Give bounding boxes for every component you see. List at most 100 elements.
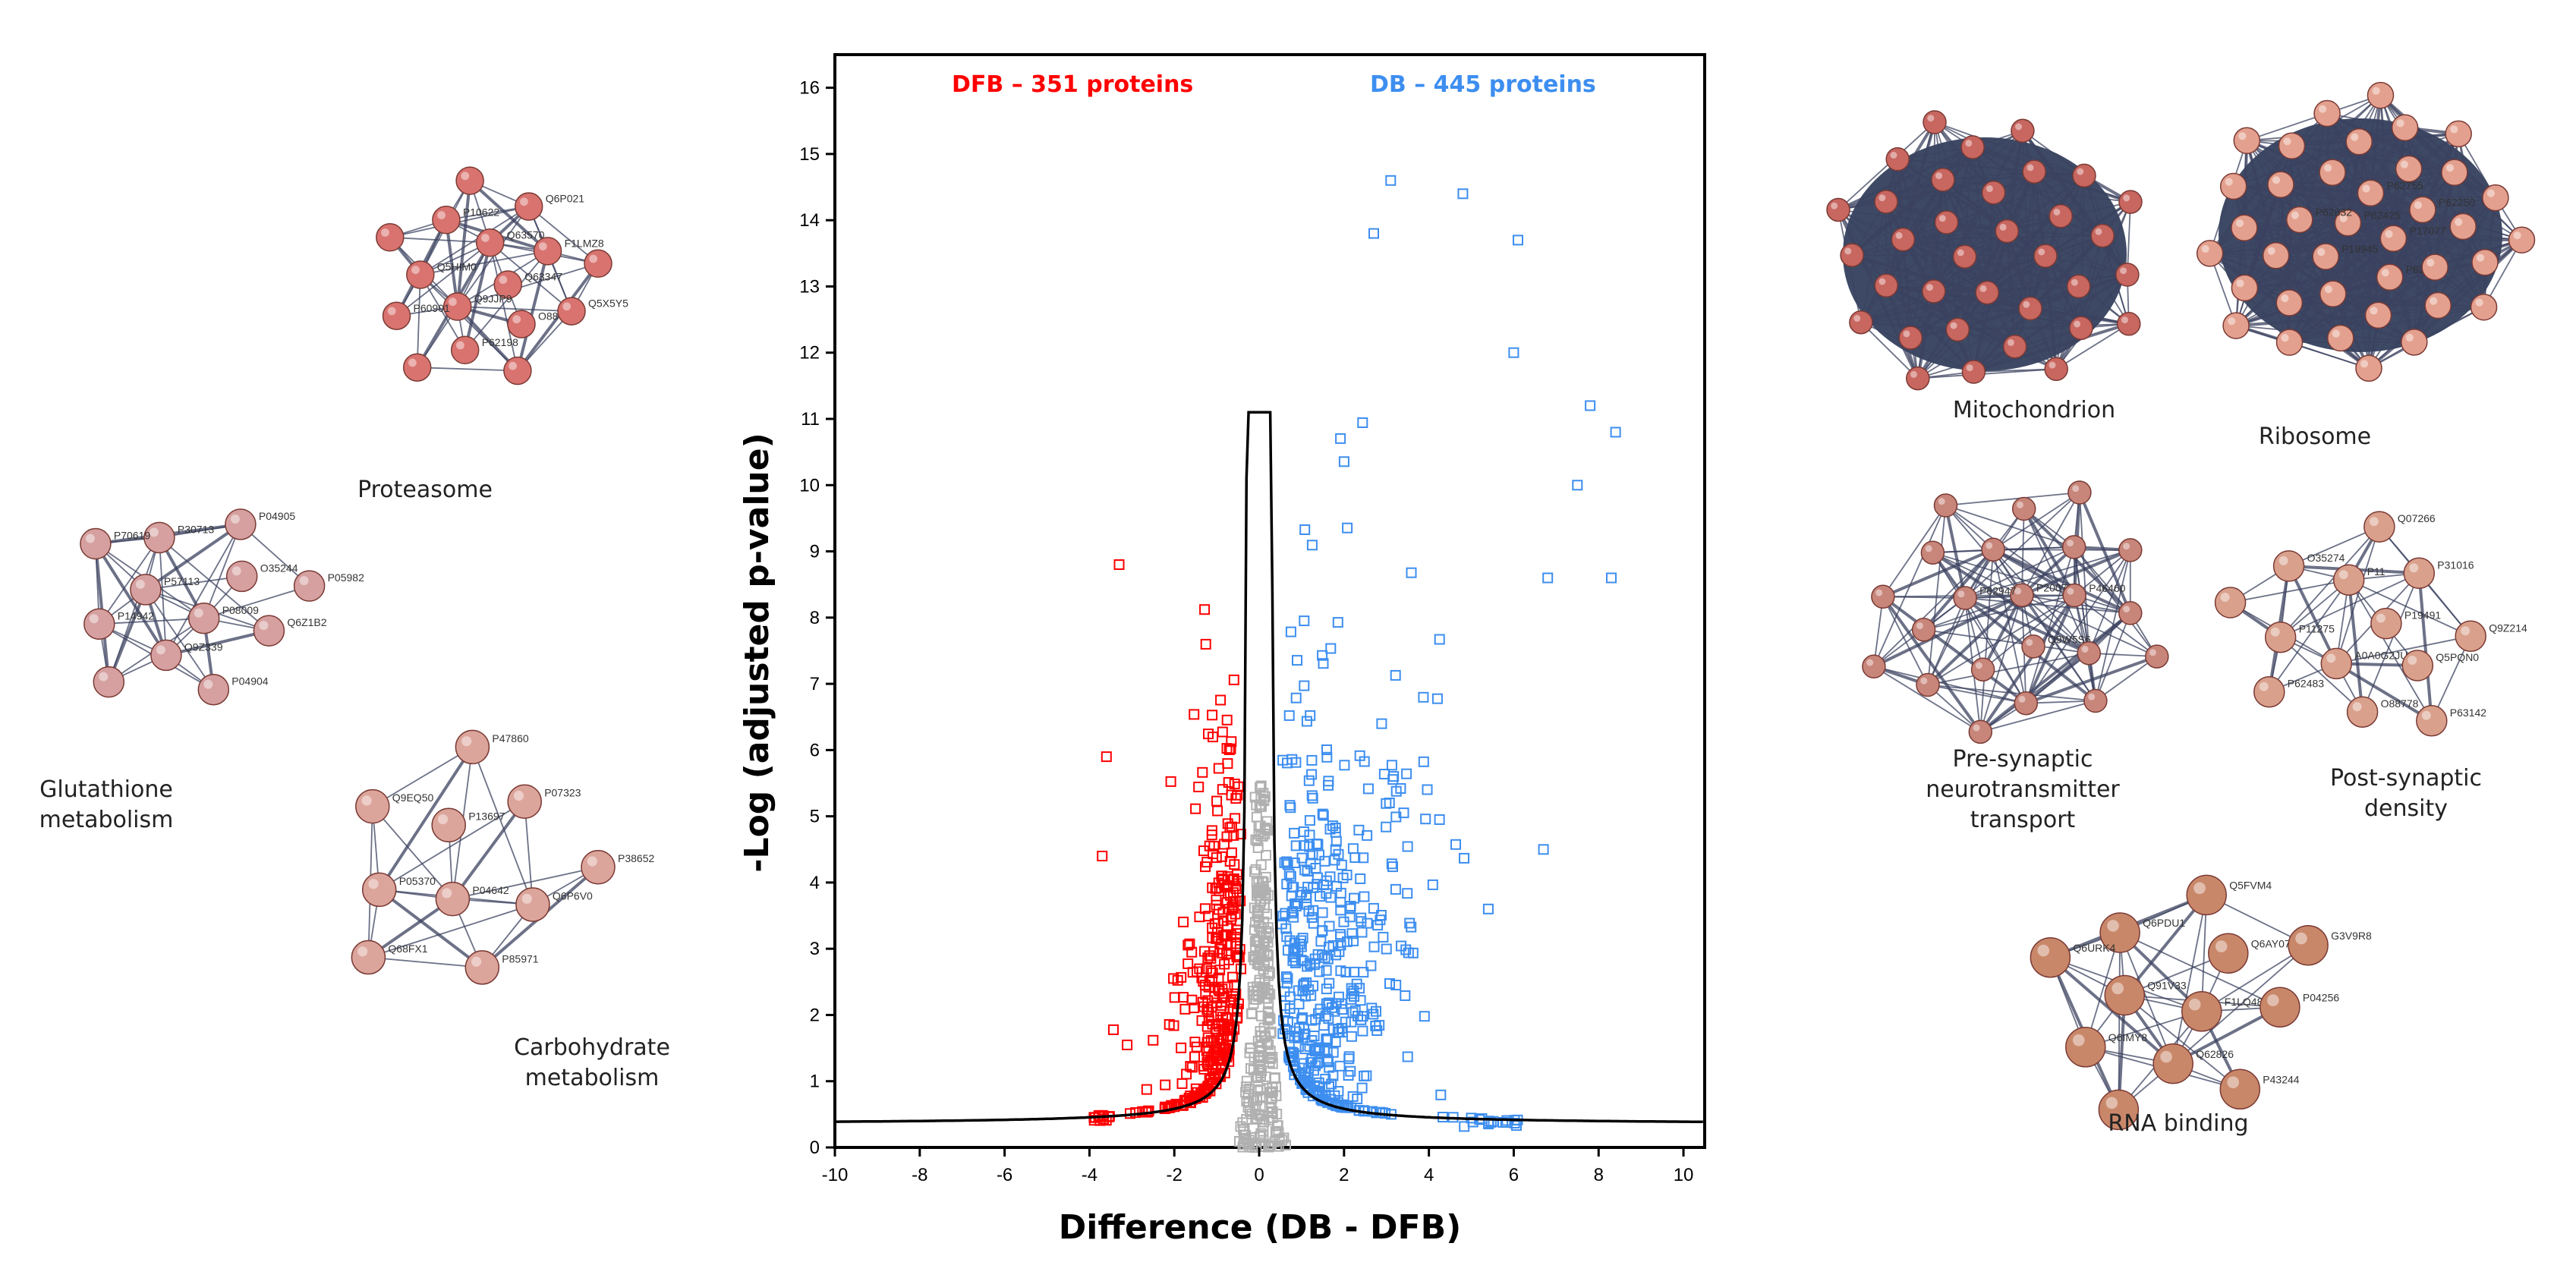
network-node xyxy=(1920,540,1945,565)
node-highlight xyxy=(2123,543,2130,550)
point-db xyxy=(1301,899,1312,910)
point-db xyxy=(1401,768,1412,779)
point-ns xyxy=(1258,788,1269,799)
node-id-label: P08009 xyxy=(222,604,259,616)
network-edge xyxy=(1882,596,1982,733)
node-highlight xyxy=(1965,140,1973,147)
point-dfb xyxy=(1097,851,1108,861)
point-db xyxy=(1403,947,1414,958)
network-edge xyxy=(1838,146,1973,212)
node-highlight xyxy=(194,608,203,618)
y-tick-label: 16 xyxy=(799,78,820,99)
network-edge xyxy=(2336,635,2471,665)
point-db xyxy=(1290,957,1301,968)
network-edge xyxy=(1885,146,1973,203)
network-edge xyxy=(1850,146,1974,257)
network-edge xyxy=(1932,552,2023,596)
node-highlight xyxy=(2450,125,2458,134)
network-node xyxy=(2090,223,2115,248)
network-edge xyxy=(2172,945,2309,1065)
point-db xyxy=(1356,927,1368,938)
point-db xyxy=(1390,883,1401,895)
node-highlight xyxy=(230,514,240,524)
point-db xyxy=(1371,1025,1383,1036)
plot-frame xyxy=(833,53,1706,1149)
network-edge xyxy=(2244,94,2382,228)
point-db xyxy=(1304,841,1315,852)
point-ns xyxy=(1249,954,1260,965)
point-db xyxy=(1330,844,1341,855)
network-node xyxy=(2018,296,2042,321)
point-dfb xyxy=(1176,1042,1187,1053)
network-edge xyxy=(2367,193,2373,369)
network-edge xyxy=(395,242,491,316)
node-highlight xyxy=(481,234,490,242)
point-db xyxy=(1457,188,1469,200)
network-node xyxy=(450,335,480,365)
network-edge xyxy=(2236,325,2414,343)
network-node xyxy=(1906,366,1930,391)
point-dfb xyxy=(1208,841,1220,852)
y-tick-label: 1 xyxy=(810,1072,820,1092)
network-edge xyxy=(2201,944,2309,1012)
network-node xyxy=(2196,240,2224,267)
point-dfb xyxy=(1206,825,1217,836)
node-highlight xyxy=(1966,364,1973,372)
network-edge xyxy=(1972,146,2131,203)
node-highlight xyxy=(2267,247,2275,255)
point-db xyxy=(1323,997,1334,1009)
network-edge xyxy=(1882,548,1994,599)
node-highlight xyxy=(1999,223,2007,231)
point-db xyxy=(1281,856,1293,867)
network-edge xyxy=(2368,266,2436,369)
node-highlight xyxy=(203,679,213,689)
network-node xyxy=(1968,719,1993,744)
point-db xyxy=(1376,718,1387,729)
network-node xyxy=(80,527,112,560)
dfb-points xyxy=(1088,559,1246,1126)
point-ns xyxy=(1255,1091,1266,1102)
node-highlight xyxy=(2414,201,2423,209)
point-db xyxy=(1368,941,1380,952)
point-db xyxy=(1290,840,1302,851)
point-db xyxy=(1381,798,1392,809)
network-edge xyxy=(1885,285,1958,331)
node-highlight xyxy=(2201,244,2209,253)
network-edge xyxy=(420,250,548,275)
node-highlight xyxy=(2112,982,2124,995)
network-edge xyxy=(159,537,269,631)
point-ns xyxy=(1259,823,1271,833)
node-highlight xyxy=(85,533,95,543)
point-ns xyxy=(1253,906,1264,917)
point-db xyxy=(1354,750,1365,761)
network-title: density xyxy=(2364,795,2448,822)
network-edge xyxy=(2025,546,2075,703)
network-edge xyxy=(2055,201,2131,370)
point-db xyxy=(1610,426,1621,438)
point-dfb xyxy=(1199,903,1211,914)
point-db xyxy=(1346,1031,1357,1042)
network-edge xyxy=(1873,505,1947,667)
point-db xyxy=(1343,1051,1355,1062)
node-highlight xyxy=(2072,485,2080,493)
network-edge xyxy=(1902,171,2035,241)
node-highlight xyxy=(461,736,472,747)
network-node xyxy=(2482,184,2509,212)
point-db xyxy=(1390,980,1402,990)
network-edge xyxy=(444,219,459,307)
network-node xyxy=(2370,607,2402,640)
node-highlight xyxy=(449,297,457,307)
node-id-label: Q07266 xyxy=(2398,512,2436,524)
point-db xyxy=(1390,785,1402,797)
point-db xyxy=(1348,985,1359,996)
network-edge xyxy=(2244,266,2436,290)
network-edge xyxy=(1897,159,1935,292)
network-node xyxy=(2275,289,2304,316)
network-node xyxy=(2186,874,2227,916)
node-highlight xyxy=(2107,920,2119,932)
point-db xyxy=(1313,1008,1324,1019)
node-highlight xyxy=(1895,231,1903,239)
point-ns xyxy=(1264,968,1275,979)
network-node xyxy=(2401,329,2428,356)
node-id-label: Q9W5S6 xyxy=(2048,633,2091,645)
